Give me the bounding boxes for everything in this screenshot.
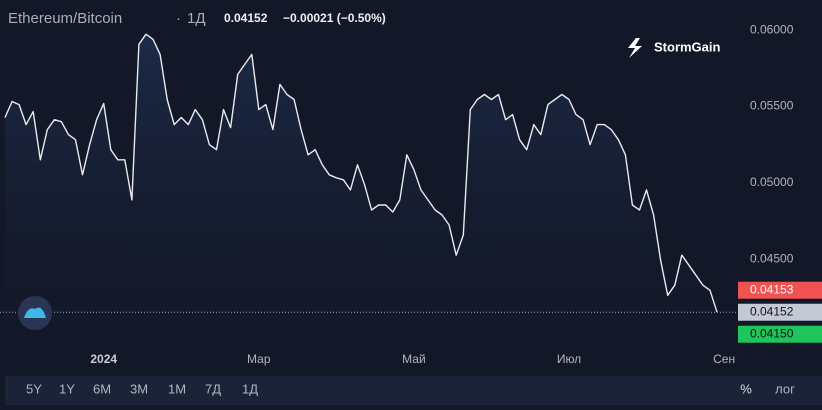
price-marker-label: 0.04153 [750, 282, 794, 296]
x-tick-label: Сен [713, 352, 735, 366]
x-tick-label: Мар [247, 352, 271, 366]
badge-icon [24, 307, 46, 318]
plot-area [0, 33, 738, 340]
range-button[interactable]: 1M [168, 381, 186, 396]
watermark-badge [18, 296, 52, 330]
separator: · [176, 10, 181, 27]
toolbar-buttons: 5Y 1Y 6M 3M 1M 7Д 1Д% лог [26, 381, 795, 396]
logo-icon [628, 38, 642, 58]
symbol-title: Ethereum/Bitcoin [8, 10, 122, 27]
range-button[interactable]: 7Д [205, 381, 221, 396]
range-button[interactable]: 1Y [59, 381, 75, 396]
range-button[interactable]: 5Y [26, 381, 42, 396]
price-marker [738, 303, 822, 321]
price-marker [738, 325, 822, 343]
logo: StormGain [628, 38, 721, 58]
logo-text: StormGain [654, 39, 721, 54]
price-marker-label: 0.04152 [750, 304, 794, 318]
y-tick-label: 0.04500 [750, 251, 794, 265]
range-button[interactable]: 3M [130, 381, 148, 396]
percent-button[interactable]: % [740, 381, 752, 396]
log-button[interactable]: лог [775, 381, 795, 396]
last-price: 0.04152 [224, 11, 268, 25]
y-tick-label: 0.05500 [750, 99, 794, 113]
price-change: −0.00021 (−0.50%) [283, 11, 386, 25]
x-tick-label: Июл [557, 352, 581, 366]
y-tick-label: 0.05000 [750, 175, 794, 189]
interval: 1Д [187, 10, 206, 27]
range-button[interactable]: 6M [93, 381, 111, 396]
area [5, 34, 717, 340]
price-marker-label: 0.04150 [750, 326, 794, 340]
price-marker [738, 281, 822, 299]
x-tick-label: 2024 [90, 352, 117, 366]
range-button[interactable]: 1Д [242, 381, 258, 396]
toolbar [5, 376, 822, 405]
y-tick-label: 0.06000 [750, 22, 794, 36]
x-tick-label: Май [402, 352, 426, 366]
line [4, 33, 718, 313]
